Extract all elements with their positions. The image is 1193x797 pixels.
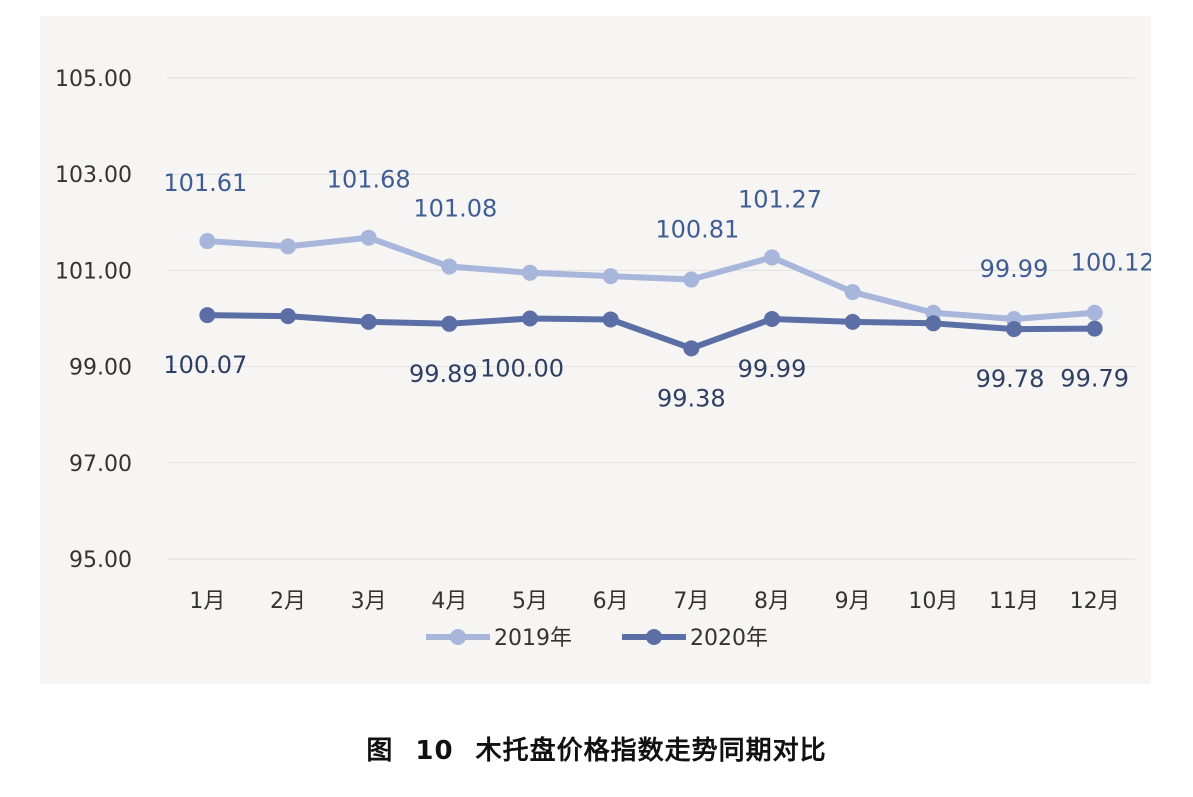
x-tick-label: 5月 [512, 589, 548, 614]
data-label-2020: 100.07 [163, 351, 247, 379]
legend-label-2020: 2020年 [690, 626, 768, 651]
data-point-2019 [602, 268, 619, 285]
x-tick-label: 12月 [1070, 589, 1120, 614]
x-tick-label: 3月 [351, 589, 387, 614]
data-point-2020 [1086, 320, 1103, 337]
data-point-2019 [683, 271, 700, 288]
data-point-2020 [441, 315, 458, 332]
line-chart: 95.00 97.00 99.00 101.00 103.00 105.00 1月 2月 3月 4… [55, 67, 1151, 651]
data-label-2019: 101.61 [163, 169, 247, 197]
data-point-2020 [360, 313, 377, 330]
data-point-2019 [441, 258, 458, 275]
data-label-2019: 99.99 [980, 255, 1049, 283]
caption-prefix: 图 [366, 736, 394, 766]
legend-swatch-dot-2020 [646, 629, 662, 645]
data-point-2020 [602, 311, 619, 328]
data-point-2019 [1086, 304, 1103, 321]
data-label-2020: 99.38 [657, 384, 726, 412]
data-point-2020 [683, 340, 700, 357]
data-point-2019 [280, 238, 296, 255]
x-tick-label: 7月 [673, 589, 709, 614]
data-label-2019: 101.27 [738, 185, 822, 213]
x-tick-label: 10月 [908, 589, 958, 614]
data-point-2019 [764, 249, 780, 266]
chart-panel: 95.00 97.00 99.00 101.00 103.00 105.00 1月 2月 3月 4… [40, 16, 1151, 684]
y-tick-label: 95.00 [69, 548, 132, 573]
data-label-2019: 100.12 [1071, 249, 1151, 277]
caption-title: 木托盘价格指数走势同期对比 [475, 736, 827, 766]
x-tick-label: 4月 [431, 589, 467, 614]
y-tick-label: 103.00 [55, 163, 132, 188]
x-tick-label: 6月 [593, 589, 629, 614]
data-label-2020: 99.78 [976, 365, 1045, 393]
data-label-2020: 99.79 [1060, 365, 1129, 393]
data-point-2020 [844, 313, 861, 330]
figure-caption: 图 10 木托盘价格指数走势同期对比 [0, 730, 1193, 767]
data-point-2019 [844, 284, 861, 301]
data-label-2019: 100.81 [655, 216, 739, 244]
x-tick-label: 11月 [989, 589, 1039, 614]
y-tick-label: 97.00 [69, 452, 132, 477]
data-point-2020 [925, 315, 942, 332]
legend-label-2019: 2019年 [494, 626, 572, 651]
data-point-2020 [1006, 321, 1022, 338]
data-point-2020 [764, 310, 780, 327]
data-point-2019 [199, 233, 216, 250]
y-tick-label: 101.00 [55, 259, 132, 284]
data-label-2020: 99.89 [409, 360, 478, 388]
x-tick-label: 2月 [270, 589, 306, 614]
x-tick-label: 8月 [754, 589, 790, 614]
data-label-2019: 101.08 [413, 195, 497, 223]
data-point-2019 [522, 264, 538, 281]
data-point-2020 [199, 307, 216, 324]
data-label-2020: 99.99 [738, 355, 807, 383]
y-tick-label: 105.00 [55, 67, 132, 92]
data-point-2020 [522, 310, 538, 327]
x-tick-label: 9月 [835, 589, 871, 614]
x-tick-label: 1月 [189, 589, 225, 614]
data-point-2019 [360, 229, 377, 246]
series-line-2020 [207, 312, 1095, 352]
data-label-2020: 100.00 [480, 355, 564, 383]
caption-number: 10 [415, 736, 454, 766]
legend-swatch-dot-2019 [450, 629, 466, 645]
data-label-2019: 101.68 [327, 166, 411, 194]
data-point-2020 [280, 308, 296, 325]
series-line-2019 [207, 234, 1095, 322]
y-tick-label: 99.00 [69, 356, 132, 381]
